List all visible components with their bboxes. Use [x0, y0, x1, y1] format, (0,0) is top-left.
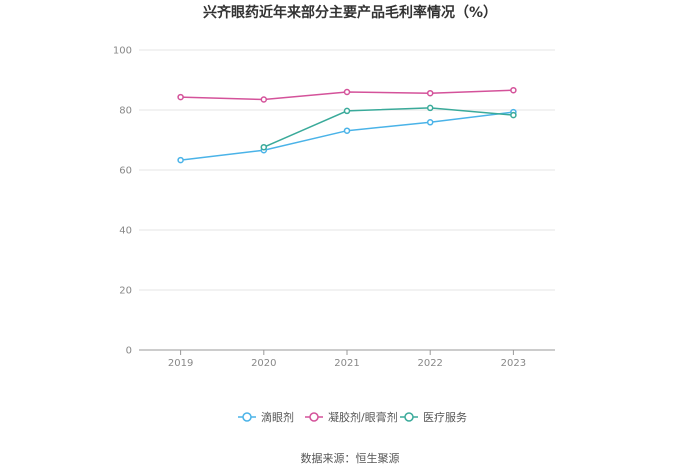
data-point — [510, 111, 517, 119]
chart-title: 兴齐眼药近年来部分主要产品毛利率情况（%） — [203, 4, 497, 21]
legend-item-0[interactable]: 滴眼剂 — [238, 410, 294, 424]
data-point — [177, 156, 184, 164]
legend-label: 滴眼剂 — [261, 410, 294, 424]
x-tick-label: 2019 — [168, 358, 193, 369]
x-axis-ticks: 2019 2020 2021 2022 2023 — [168, 350, 526, 369]
series-line-2 — [263, 107, 514, 148]
legend-item-1[interactable]: 凝胶剂/眼膏剂 — [305, 410, 398, 424]
y-tick-label: 40 — [119, 226, 132, 237]
data-point — [260, 143, 268, 151]
data-point — [260, 96, 268, 103]
y-tick-label: 20 — [119, 286, 132, 297]
legend-swatch-marker — [309, 412, 319, 422]
legend-label: 医疗服务 — [423, 410, 467, 424]
source-note: 数据来源：恒生聚源 — [301, 451, 400, 465]
series-line-0 — [180, 111, 514, 161]
y-tick-label: 60 — [119, 166, 132, 177]
legend-swatch-marker — [404, 412, 414, 422]
series-layer — [177, 86, 517, 164]
y-tick-label: 80 — [119, 106, 132, 117]
data-point — [177, 93, 184, 101]
x-tick-label: 2023 — [501, 358, 526, 369]
y-axis-ticks: 0 20 40 60 80 100 — [113, 46, 132, 357]
data-point — [426, 119, 434, 126]
legend-label: 凝胶剂/眼膏剂 — [328, 410, 398, 424]
data-point — [510, 86, 517, 94]
x-tick-label: 2022 — [417, 358, 442, 369]
grid-lines — [139, 49, 555, 291]
data-point — [426, 104, 434, 112]
data-point — [426, 89, 434, 97]
data-point — [343, 127, 351, 134]
y-tick-label: 0 — [126, 346, 132, 357]
legend: 滴眼剂 凝胶剂/眼膏剂 医疗服务 — [238, 410, 467, 424]
legend-item-2[interactable]: 医疗服务 — [400, 410, 467, 424]
legend-swatch-marker — [242, 412, 252, 422]
data-point — [343, 107, 351, 115]
data-point — [343, 88, 351, 96]
x-tick-label: 2020 — [251, 358, 276, 369]
y-tick-label: 100 — [113, 46, 132, 57]
x-tick-label: 2021 — [334, 358, 359, 369]
